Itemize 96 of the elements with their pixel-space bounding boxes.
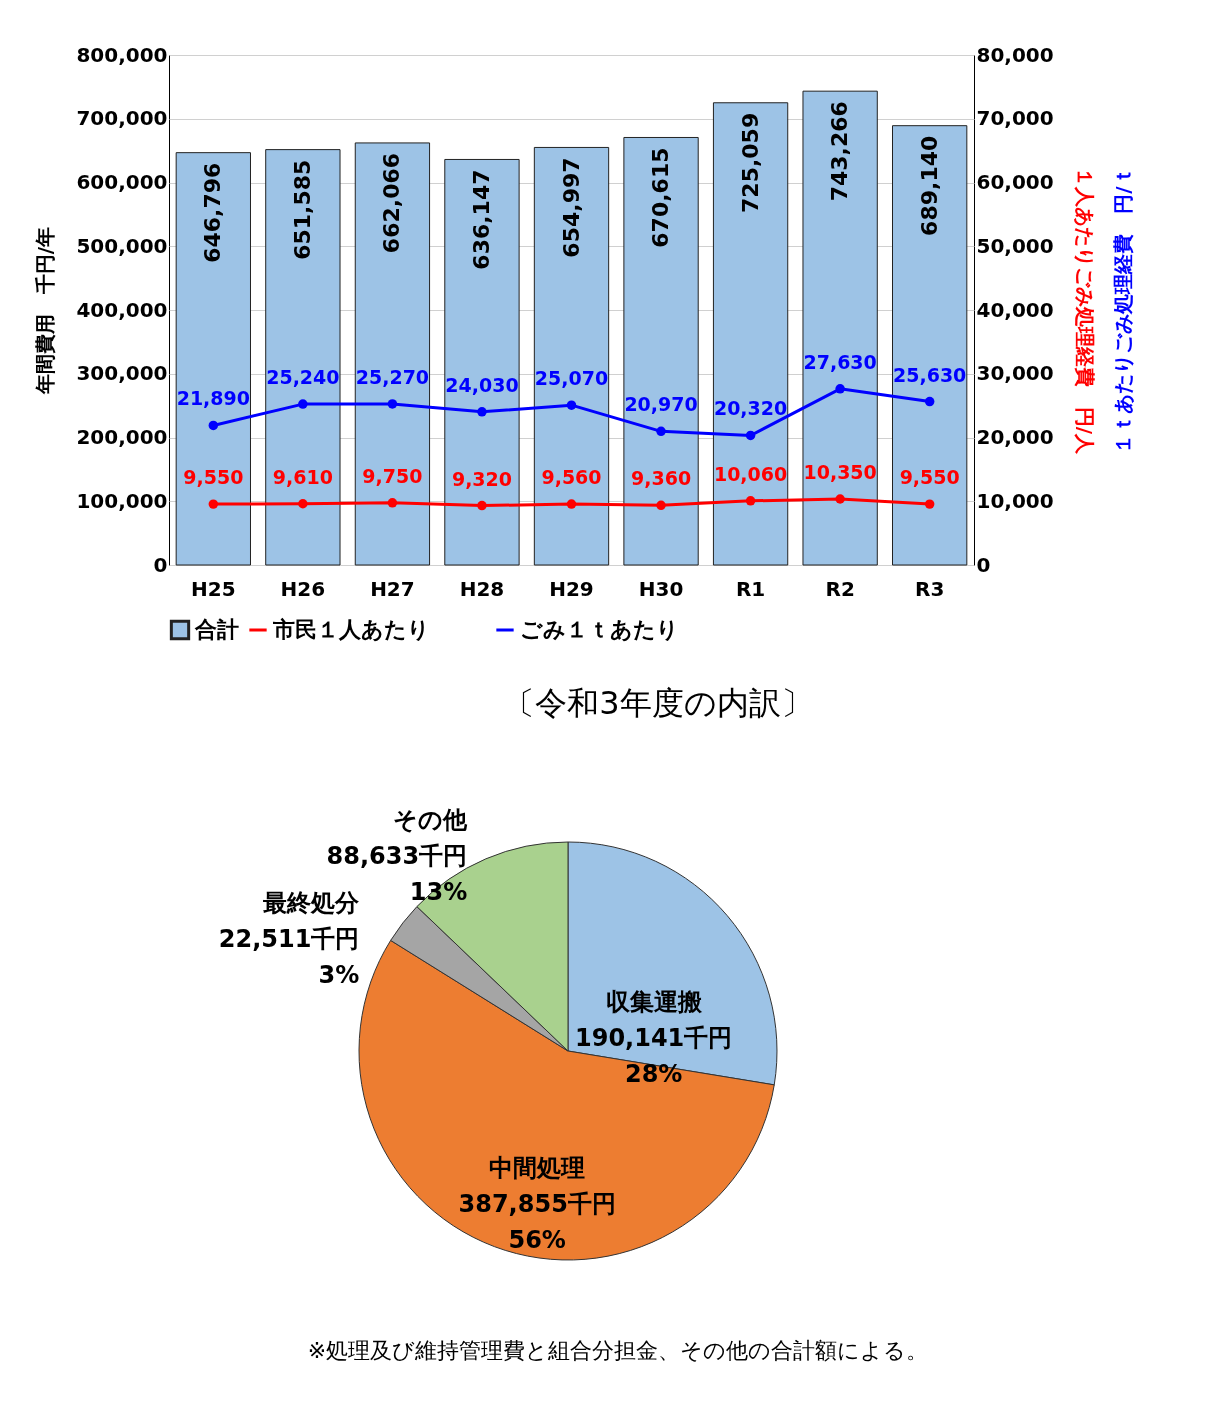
point bbox=[924, 499, 935, 509]
data-label: 25,270 bbox=[355, 365, 430, 388]
text: ※処理及び維持管理費と組合分担金、その他の合計額による。 bbox=[307, 1338, 929, 1363]
data-label: 20,320 bbox=[713, 397, 788, 420]
point bbox=[745, 496, 756, 506]
y2-tick-label: 60,000 bbox=[976, 170, 1054, 194]
x-tick-label: H25 bbox=[191, 576, 236, 601]
data-label: 27,630 bbox=[803, 350, 877, 373]
data-label: 725,059 bbox=[737, 112, 763, 213]
x-tick-label: H28 bbox=[459, 576, 505, 601]
bar bbox=[354, 142, 431, 566]
data-label: 25,240 bbox=[266, 366, 340, 389]
y2-tick-label: 80,000 bbox=[976, 42, 1054, 67]
x-tick-label: R1 bbox=[735, 576, 766, 601]
point bbox=[656, 426, 666, 437]
point bbox=[835, 384, 845, 394]
data-label: 636,147 bbox=[468, 169, 494, 270]
point bbox=[298, 499, 308, 509]
slice-label: 最終処分 bbox=[262, 889, 361, 918]
x-tick-label: R2 bbox=[825, 576, 855, 601]
y-tick-label: 700,000 bbox=[76, 106, 168, 131]
data-label: 9,560 bbox=[541, 466, 602, 489]
point bbox=[387, 399, 398, 409]
y-tick-label: 100,000 bbox=[76, 488, 168, 513]
data-label: 670,615 bbox=[648, 147, 674, 248]
y2-tick-label: 40,000 bbox=[976, 297, 1054, 322]
x-tick-label: H27 bbox=[370, 576, 415, 601]
legend-label: 合計 bbox=[194, 617, 239, 642]
bar bbox=[712, 102, 789, 566]
x-tick-label: H26 bbox=[280, 576, 326, 601]
point bbox=[566, 400, 577, 410]
y-tick-label: 500,000 bbox=[76, 233, 168, 258]
bar bbox=[175, 152, 251, 566]
data-label: 190,141千円 28% bbox=[575, 1024, 733, 1089]
data-label: 689,140 bbox=[916, 135, 942, 236]
y-tick-label: 600,000 bbox=[76, 170, 168, 194]
bar bbox=[802, 90, 878, 566]
point bbox=[298, 399, 308, 409]
y-tick-label: 800,000 bbox=[76, 42, 168, 67]
y2-tick-label: 50,000 bbox=[976, 233, 1054, 258]
y-tick-label: 0 bbox=[153, 552, 168, 577]
data-label: 25,070 bbox=[534, 367, 609, 390]
data-label: 21,890 bbox=[176, 387, 250, 410]
y2-tick-label: 70,000 bbox=[976, 106, 1054, 131]
data-label: 25,630 bbox=[893, 363, 967, 386]
point bbox=[208, 420, 219, 431]
y2-tick-label: 10,000 bbox=[976, 488, 1054, 513]
data-label: 10,350 bbox=[803, 461, 877, 484]
point bbox=[745, 430, 756, 441]
y-tick-label: 200,000 bbox=[76, 425, 168, 449]
data-label: 22,511千円 3% bbox=[218, 925, 360, 990]
y2-axis-title: １人あたりごみ処理経費 円/人 bbox=[1072, 166, 1097, 456]
slice-label: その他 bbox=[393, 806, 469, 835]
bar bbox=[892, 125, 968, 566]
data-label: 651,585 bbox=[289, 159, 315, 260]
point bbox=[477, 500, 487, 511]
data-label: 9,750 bbox=[362, 464, 423, 487]
legend-label: 市民１人あたり bbox=[272, 617, 430, 642]
data-label: 9,610 bbox=[272, 465, 333, 488]
data-label: 24,030 bbox=[445, 373, 519, 396]
chart-title: 〔令和3年度の内訳〕 bbox=[503, 684, 813, 722]
bar bbox=[623, 136, 699, 566]
slice-label: 中間処理 bbox=[489, 1153, 586, 1182]
point bbox=[656, 500, 666, 511]
data-label: 20,970 bbox=[624, 393, 698, 416]
data-label: 646,796 bbox=[200, 162, 226, 263]
y-tick-label: 300,000 bbox=[76, 361, 168, 386]
x-tick-label: H30 bbox=[638, 576, 684, 601]
y2-tick-label: 0 bbox=[976, 552, 991, 577]
data-label: 662,066 bbox=[379, 152, 405, 254]
slice-label: 収集運搬 bbox=[605, 988, 703, 1017]
point bbox=[924, 396, 935, 407]
text: １ｔあたりごみ処理経費 円/ｔ bbox=[1111, 166, 1135, 454]
data-label: 9,550 bbox=[899, 466, 960, 489]
data-label: 9,550 bbox=[183, 466, 244, 489]
point bbox=[477, 407, 487, 417]
y2-tick-label: 20,000 bbox=[976, 425, 1054, 449]
data-label: 387,855千円 56% bbox=[458, 1189, 616, 1254]
data-label: 9,360 bbox=[630, 467, 692, 490]
point bbox=[835, 494, 845, 504]
bar bbox=[444, 158, 520, 566]
y2-tick-label: 30,000 bbox=[976, 361, 1054, 386]
point bbox=[566, 499, 577, 509]
data-label: 10,060 bbox=[713, 462, 788, 485]
data-label: 743,266 bbox=[827, 101, 853, 202]
x-tick-label: R3 bbox=[915, 576, 945, 601]
x-tick-label: H29 bbox=[549, 576, 594, 601]
point bbox=[387, 498, 398, 508]
bar bbox=[265, 149, 341, 566]
data-label: 9,320 bbox=[451, 467, 513, 490]
y-axis-title: 年間費用 千円/年 bbox=[33, 226, 58, 396]
data-label: 654,997 bbox=[558, 157, 584, 258]
y-tick-label: 400,000 bbox=[76, 297, 168, 322]
point bbox=[208, 499, 219, 509]
legend-label: ごみ１ｔあたり bbox=[520, 617, 679, 642]
bar bbox=[533, 146, 610, 566]
